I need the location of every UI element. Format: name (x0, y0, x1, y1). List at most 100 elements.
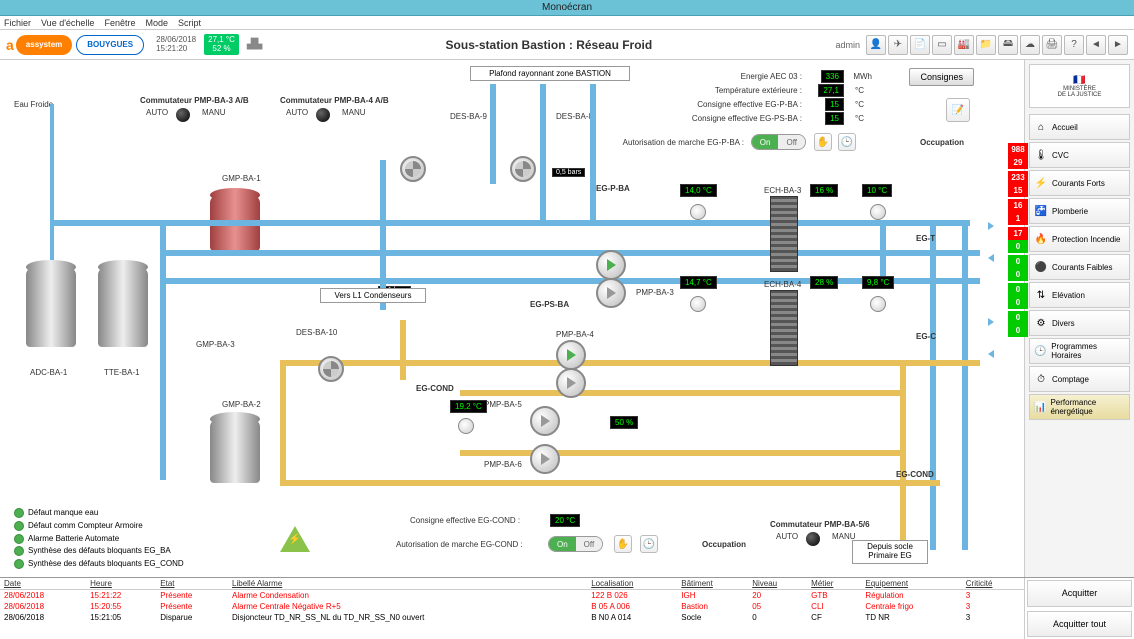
card-icon[interactable]: ▭ (932, 35, 952, 55)
nav-icon: ⚫ (1034, 262, 1048, 273)
nav-label: CVC (1052, 151, 1069, 160)
menu-fichier[interactable]: Fichier (4, 18, 31, 28)
alarm-col-header[interactable]: Criticité (962, 578, 1024, 590)
gauge-icon (870, 296, 886, 312)
text-val: 27,1 (818, 84, 844, 97)
nav-label: Accueil (1052, 123, 1078, 132)
alarm-col-header[interactable]: Libellé Alarme (228, 578, 587, 590)
arrow-icon (988, 318, 994, 326)
auth-toggle[interactable]: OnOff (751, 134, 806, 150)
nav-cvc[interactable]: 🌡CVC98829 (1029, 142, 1130, 168)
arrow-icon (988, 254, 994, 262)
knob-icon[interactable] (176, 108, 190, 122)
pump-pmp-ba-3 (596, 250, 626, 280)
plafond-box: Plafond rayonnant zone BASTION (470, 66, 630, 81)
menu-script[interactable]: Script (178, 18, 201, 28)
temp-value: 14,7 °C (680, 276, 717, 289)
fan-icon (400, 156, 426, 182)
nav-elévation[interactable]: ⇅Elévation00 (1029, 282, 1130, 308)
nav-performance-énergétique[interactable]: 📊 Performance énergétique (1029, 394, 1130, 420)
nav-comptage[interactable]: ⏱Comptage (1029, 366, 1130, 392)
menu-vue[interactable]: Vue d'échelle (41, 18, 94, 28)
print-icon[interactable]: 🖨 (1042, 35, 1062, 55)
alarm-col-header[interactable]: Métier (807, 578, 861, 590)
nav-programmes-horaires[interactable]: 🕒Programmes Horaires (1029, 338, 1130, 364)
auth-cond-label: Autorisation de marche EG-COND : (396, 540, 523, 549)
nav-label: Performance énergétique (1050, 398, 1125, 416)
menu-mode[interactable]: Mode (145, 18, 168, 28)
server-icon[interactable]: 🖴 (998, 35, 1018, 55)
pump-pmp-ba-3b (596, 278, 626, 308)
alarm-col-header[interactable]: Bâtiment (677, 578, 748, 590)
occupation-label: Occupation (920, 138, 964, 147)
nav-plomberie[interactable]: 🚰Plomberie161 (1029, 198, 1130, 224)
temp-value: 14,0 °C (680, 184, 717, 197)
nav-label: Courants Forts (1052, 179, 1105, 188)
alarm-col-header[interactable]: Equipement (861, 578, 961, 590)
nav-accueil[interactable]: ⌂ Accueil (1029, 114, 1130, 140)
energy-unit: MWh (853, 72, 872, 81)
alarm-col-header[interactable]: Etat (156, 578, 228, 590)
cons2-val: 15 (825, 112, 844, 125)
consignes-button[interactable]: Consignes (909, 68, 974, 86)
notes-icon[interactable]: 📝 (946, 98, 970, 122)
alarm-row[interactable]: 28/06/201815:21:22PrésenteAlarme Condens… (0, 590, 1024, 602)
hand-icon[interactable]: ✋ (814, 133, 832, 151)
ack-all-button[interactable]: Acquitter tout (1027, 611, 1132, 638)
temp-value: 9,8 °C (862, 276, 894, 289)
alarm-col-header[interactable]: Date (0, 578, 86, 590)
alarm-row[interactable]: 28/06/201815:20:55PrésenteAlarme Central… (0, 601, 1024, 612)
doc-icon[interactable]: 📄 (910, 35, 930, 55)
send-icon[interactable]: ✈ (888, 35, 908, 55)
auth-label: Autorisation de marche EG-P-BA : (623, 138, 744, 147)
help-icon[interactable]: ? (1064, 35, 1084, 55)
cloud-icon[interactable]: ☁ (1020, 35, 1040, 55)
pct-value: 28 % (810, 276, 838, 289)
back-icon[interactable]: ◄ (1086, 35, 1106, 55)
gauge-icon (458, 418, 474, 434)
cons1-val: 15 (825, 98, 844, 111)
auth-cond-toggle[interactable]: OnOff (548, 536, 603, 552)
tank-gmp-ba2 (210, 412, 260, 492)
user-icon[interactable]: 👤 (866, 35, 886, 55)
ack-button[interactable]: Acquitter (1027, 580, 1132, 607)
menu-fenetre[interactable]: Fenêtre (104, 18, 135, 28)
vers-l1-box: Vers L1 Condenseurs (320, 288, 426, 303)
brand-pill-2: BOUYGUES (76, 35, 144, 55)
exchanger-ech-ba-4 (770, 290, 798, 366)
nav-label: Protection Incendie (1052, 235, 1121, 244)
nav-icon: ⌂ (1034, 122, 1048, 133)
clock-icon[interactable]: 🕒 (838, 133, 856, 151)
alarm-col-header[interactable]: Heure (86, 578, 156, 590)
knob-icon[interactable] (316, 108, 330, 122)
status-item: Défaut manque eau (14, 507, 184, 520)
nav-icon: 📊 (1034, 402, 1046, 413)
nav-divers[interactable]: ⚙Divers00 (1029, 310, 1130, 336)
hand-icon[interactable]: ✋ (614, 535, 632, 553)
cons-cond-val: 20 °C (550, 514, 580, 527)
factory-icon[interactable]: 🏭 (954, 35, 974, 55)
clock-icon[interactable]: 🕒 (640, 535, 658, 553)
fan-icon (510, 156, 536, 182)
nav-label: Plomberie (1052, 207, 1088, 216)
knob-icon[interactable] (806, 532, 820, 546)
nav-courants-forts[interactable]: ⚡Courants Forts23315 (1029, 170, 1130, 196)
cons1-label: Consigne effective EG-P-BA : (697, 100, 802, 109)
fwd-icon[interactable]: ► (1108, 35, 1128, 55)
nav-label: Divers (1052, 319, 1075, 328)
arrow-icon (988, 350, 994, 358)
gauge-icon (870, 204, 886, 220)
top-icon-bar: 👤 ✈ 📄 ▭ 🏭 📁 🖴 ☁ 🖨 ? ◄ ► (866, 35, 1128, 55)
alarm-col-header[interactable]: Localisation (587, 578, 677, 590)
pct-value: 50 % (610, 416, 638, 429)
alarm-col-header[interactable]: Niveau (748, 578, 807, 590)
nav-icon: ⇅ (1034, 290, 1048, 301)
alarm-row[interactable]: 28/06/201815:21:05DisparueDisjoncteur TD… (0, 612, 1024, 623)
nav-courants-faibles[interactable]: ⚫Courants Faibles00 (1029, 254, 1130, 280)
alarm-footer: DateHeureEtatLibellé AlarmeLocalisationB… (0, 577, 1134, 639)
cons-cond-label: Consigne effective EG-COND : (410, 516, 520, 525)
folder-icon[interactable]: 📁 (976, 35, 996, 55)
nav-protection-incendie[interactable]: 🔥Protection Incendie170 (1029, 226, 1130, 252)
nav-icon: ⚡ (1034, 178, 1048, 189)
pump-pmp-ba-6 (530, 444, 560, 474)
